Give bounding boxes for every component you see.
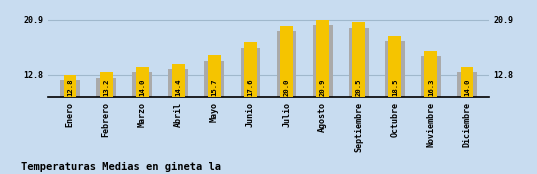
Bar: [172, 64, 185, 97]
Bar: [352, 22, 365, 97]
Bar: [280, 26, 293, 97]
Text: 14.0: 14.0: [139, 79, 145, 96]
Bar: [421, 56, 441, 97]
Bar: [132, 72, 152, 97]
Bar: [100, 72, 113, 97]
Bar: [461, 67, 474, 97]
Bar: [385, 41, 405, 97]
Bar: [60, 80, 80, 97]
Text: 16.3: 16.3: [428, 79, 434, 96]
Bar: [63, 75, 76, 97]
Bar: [457, 72, 477, 97]
Bar: [316, 19, 329, 97]
Bar: [136, 67, 149, 97]
Bar: [313, 25, 332, 97]
Text: 14.4: 14.4: [175, 79, 182, 96]
Text: 20.5: 20.5: [355, 79, 362, 96]
Text: 20.0: 20.0: [284, 79, 289, 96]
Bar: [349, 28, 369, 97]
Bar: [388, 36, 401, 97]
Bar: [208, 55, 221, 97]
Bar: [96, 78, 116, 97]
Text: 17.6: 17.6: [248, 79, 253, 96]
Text: 15.7: 15.7: [212, 79, 217, 96]
Bar: [205, 61, 224, 97]
Bar: [168, 69, 188, 97]
Bar: [277, 31, 296, 97]
Text: 20.9: 20.9: [320, 79, 325, 96]
Bar: [241, 48, 260, 97]
Text: Temperaturas Medias en gineta la: Temperaturas Medias en gineta la: [21, 162, 221, 172]
Text: 13.2: 13.2: [103, 79, 109, 96]
Text: 14.0: 14.0: [464, 79, 470, 96]
Text: 18.5: 18.5: [392, 79, 398, 96]
Bar: [244, 42, 257, 97]
Bar: [424, 51, 437, 97]
Text: 12.8: 12.8: [67, 79, 73, 96]
